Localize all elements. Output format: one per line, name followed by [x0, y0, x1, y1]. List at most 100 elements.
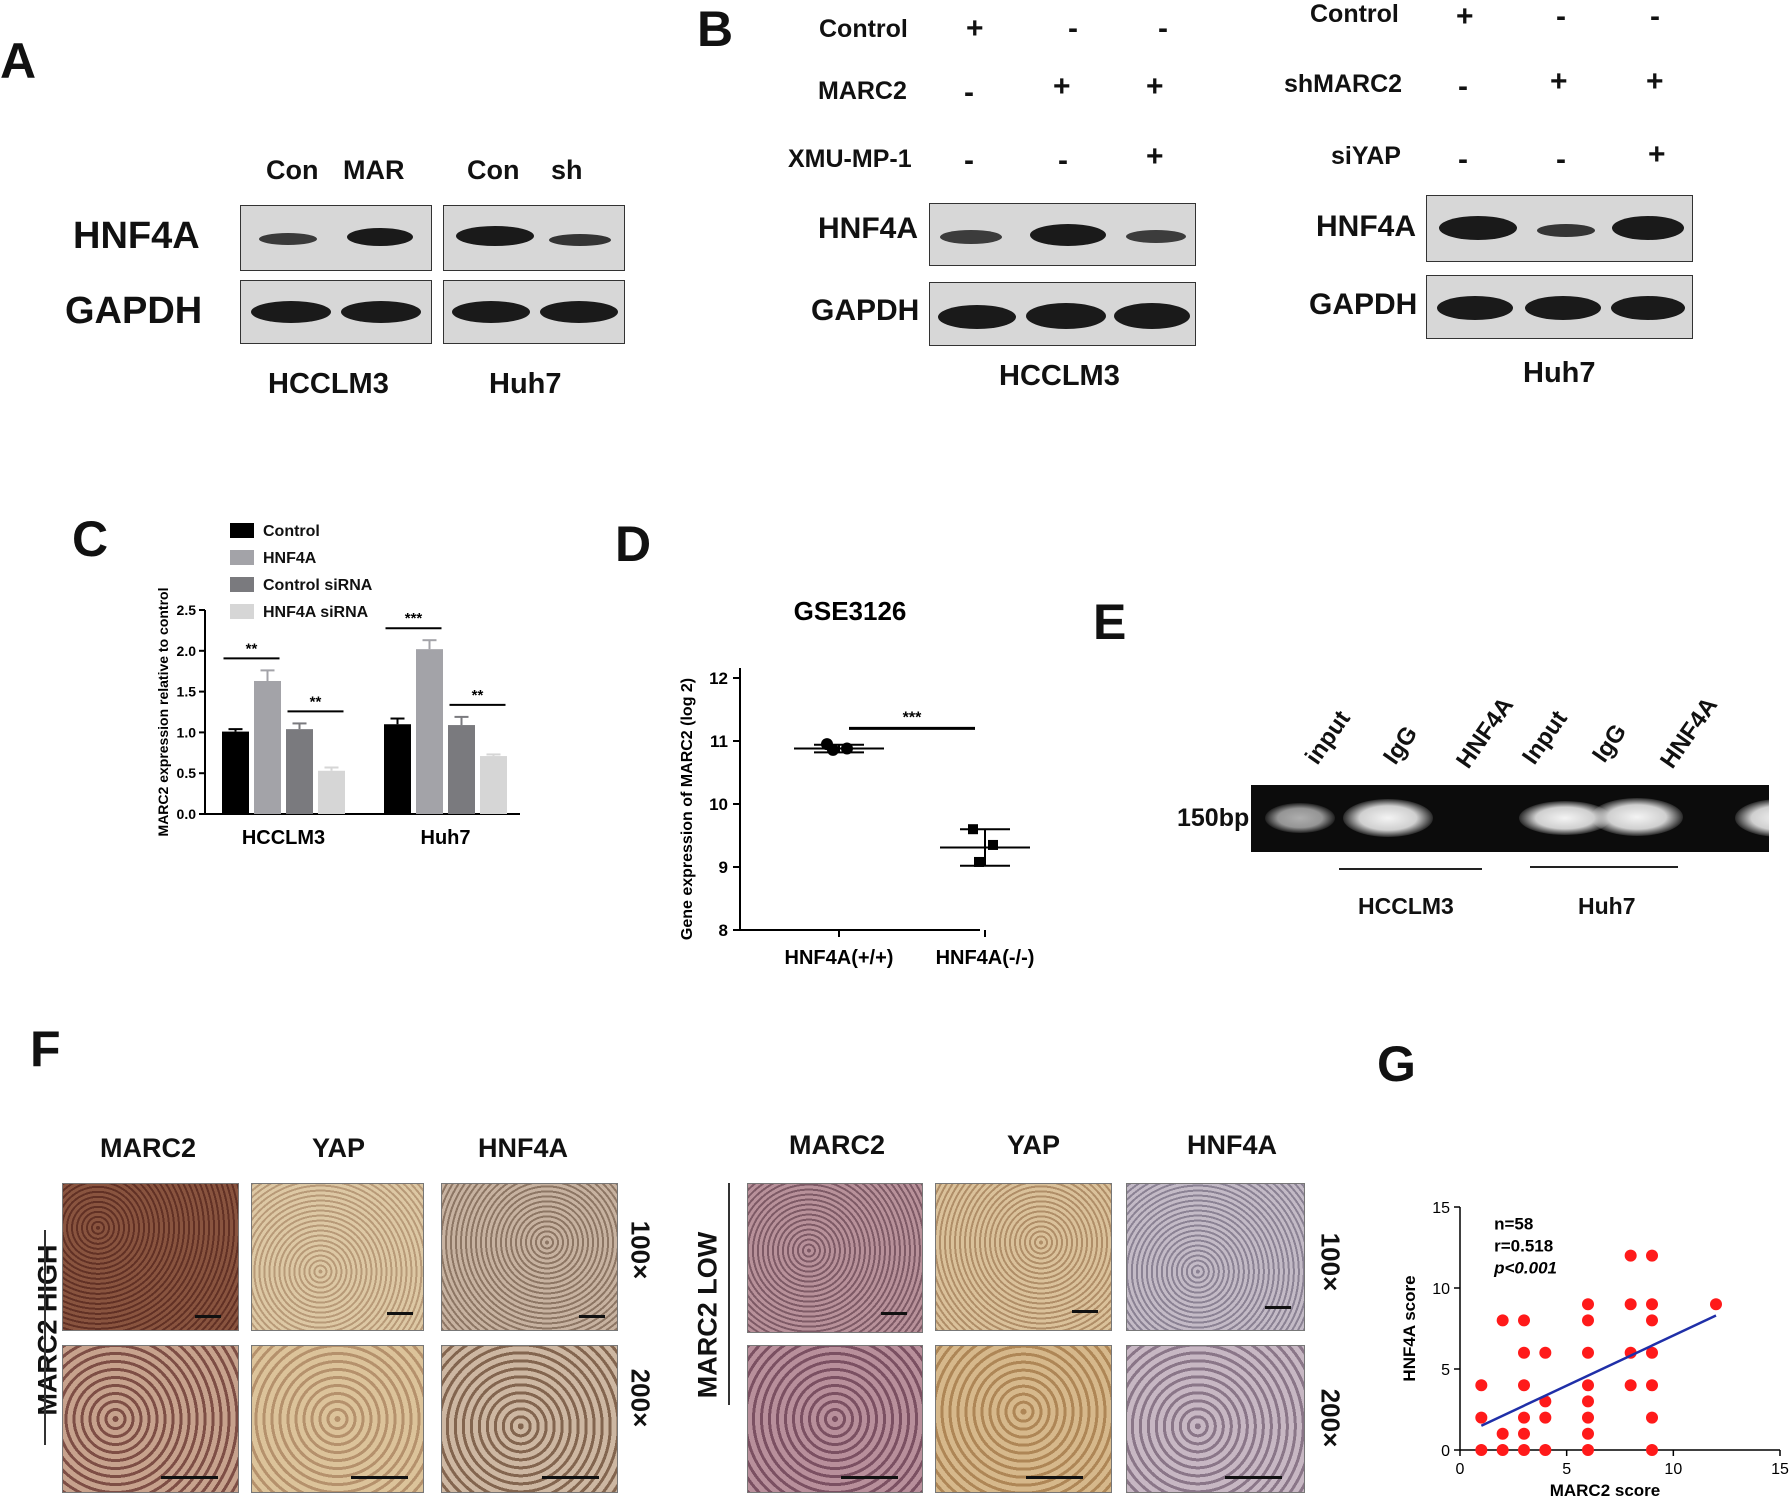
treatment-label: Control	[1310, 0, 1399, 28]
data-point	[1496, 1444, 1509, 1456]
stain-column-label: YAP	[1007, 1130, 1061, 1160]
western-blot-gapdh	[240, 280, 432, 344]
lane-label: sh	[551, 155, 583, 185]
treatment-label: siYAP	[1331, 142, 1401, 170]
data-point	[1582, 1298, 1594, 1311]
significance-label: **	[310, 693, 322, 710]
band-size-label: 150bp	[1177, 804, 1250, 832]
y-tick-label: 1.5	[177, 684, 197, 700]
stain-column-label: MARC2	[100, 1133, 197, 1163]
significance-label: **	[246, 640, 258, 657]
y-axis-label: MARC2 expression relative to control	[155, 588, 171, 837]
data-point	[1496, 1427, 1509, 1440]
mark: +	[1146, 70, 1164, 103]
group-divider	[44, 1230, 46, 1445]
data-point	[1646, 1249, 1658, 1262]
panel-label-b: B	[697, 1, 734, 57]
bar	[480, 756, 507, 814]
data-point	[1646, 1411, 1658, 1424]
mark: -	[1556, 143, 1566, 176]
gel-lane-label: Input	[1517, 705, 1573, 770]
chart-title: GSE3126	[794, 596, 907, 626]
y-tick-label: 8	[719, 921, 728, 940]
legend-swatch	[230, 604, 254, 619]
y-tick-label: 12	[709, 669, 728, 688]
x-tick-label: 10	[1664, 1461, 1682, 1478]
cell-line-label: Huh7	[1578, 893, 1636, 919]
significance-label: ***	[405, 610, 423, 627]
data-point	[1582, 1427, 1594, 1440]
gel-lane-label: HNF4A	[1655, 692, 1724, 774]
regression-line	[1480, 1314, 1717, 1427]
row-label: HNF4A	[818, 212, 919, 245]
data-point	[1582, 1379, 1594, 1392]
lane-label: MAR	[343, 155, 405, 185]
mark: -	[1058, 144, 1068, 177]
x-tick-label: HNF4A(+/+)	[785, 947, 894, 969]
mark: -	[1650, 0, 1660, 33]
western-blot-gapdh	[929, 282, 1196, 346]
y-axis-label: HNF4A score	[1400, 1275, 1419, 1381]
treatment-label: Control	[819, 15, 908, 43]
data-point	[1624, 1379, 1637, 1392]
gel-lane-label: input	[1300, 705, 1356, 770]
cell-line-label: HCCLM3	[1358, 893, 1454, 919]
group-underline	[1339, 868, 1482, 870]
x-tick-label: 0	[1456, 1461, 1465, 1478]
stain-column-label: YAP	[312, 1133, 366, 1163]
legend-swatch	[230, 550, 254, 565]
data-point	[974, 856, 984, 867]
x-tick-label: 15	[1771, 1461, 1789, 1478]
data-point	[1624, 1249, 1637, 1262]
data-point	[1582, 1444, 1594, 1456]
bar	[254, 680, 281, 814]
y-tick-label: 10	[1432, 1281, 1450, 1298]
ihc-image-marc2-low-200x	[747, 1345, 923, 1493]
data-point	[1518, 1411, 1530, 1424]
cell-line-label: HCCLM3	[999, 360, 1120, 392]
data-point	[1518, 1379, 1530, 1392]
mark: +	[1550, 65, 1568, 98]
bar	[384, 724, 411, 814]
mark: +	[1053, 70, 1071, 103]
magnification-label: 200×	[625, 1368, 656, 1428]
group-divider	[728, 1183, 730, 1405]
bar	[222, 731, 249, 814]
legend-label: Control	[263, 523, 320, 540]
y-tick-label: 0	[1441, 1443, 1450, 1460]
cell-line-label: Huh7	[489, 368, 562, 400]
y-tick-label: 10	[709, 795, 728, 814]
panel-label-e: E	[1093, 594, 1127, 650]
x-axis-label: MARC2 score	[1550, 1481, 1661, 1500]
mark: -	[964, 144, 974, 177]
row-label: HNF4A	[73, 215, 200, 257]
panel-label-g: G	[1377, 1036, 1416, 1092]
data-point	[1518, 1314, 1530, 1327]
data-point	[1539, 1411, 1552, 1424]
panel-label-a: A	[0, 33, 37, 89]
ihc-image-hnf4a-low-200x	[1126, 1345, 1305, 1493]
x-tick-label: 5	[1562, 1461, 1571, 1478]
data-point	[1582, 1395, 1594, 1408]
agarose-gel	[1251, 785, 1769, 852]
group-label-high: MARC2 HIGH	[32, 1244, 63, 1416]
data-point	[827, 743, 839, 756]
data-point	[1518, 1346, 1530, 1359]
data-point	[1539, 1444, 1552, 1456]
legend-label: Control siRNA	[263, 577, 373, 594]
legend-label: HNF4A siRNA	[263, 604, 369, 621]
western-blot-hnf4a	[929, 203, 1196, 266]
treatment-label: shMARC2	[1284, 70, 1403, 98]
mark: -	[1158, 12, 1168, 45]
cell-line-label: HCCLM3	[268, 368, 389, 400]
lane-label: Con	[266, 155, 319, 185]
panel-label-f: F	[30, 1021, 61, 1077]
bar	[416, 649, 443, 814]
annotation: n=58	[1494, 1215, 1533, 1234]
data-point	[1646, 1346, 1658, 1359]
mark: -	[1458, 143, 1468, 176]
ihc-image-hnf4a-high-100x	[441, 1183, 618, 1331]
group-label-low: MARC2 LOW	[692, 1231, 723, 1399]
x-tick-label: Huh7	[421, 827, 471, 849]
significance-label: **	[472, 687, 484, 704]
